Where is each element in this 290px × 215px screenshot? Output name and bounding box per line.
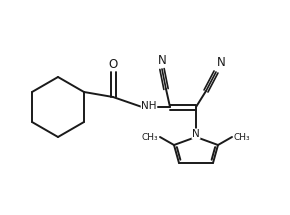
Text: N: N bbox=[192, 129, 200, 139]
Text: N: N bbox=[217, 57, 225, 69]
Text: CH₃: CH₃ bbox=[234, 132, 250, 141]
Text: O: O bbox=[108, 57, 118, 71]
Text: CH₃: CH₃ bbox=[142, 132, 158, 141]
Text: NH: NH bbox=[141, 101, 157, 111]
Text: N: N bbox=[158, 54, 166, 66]
